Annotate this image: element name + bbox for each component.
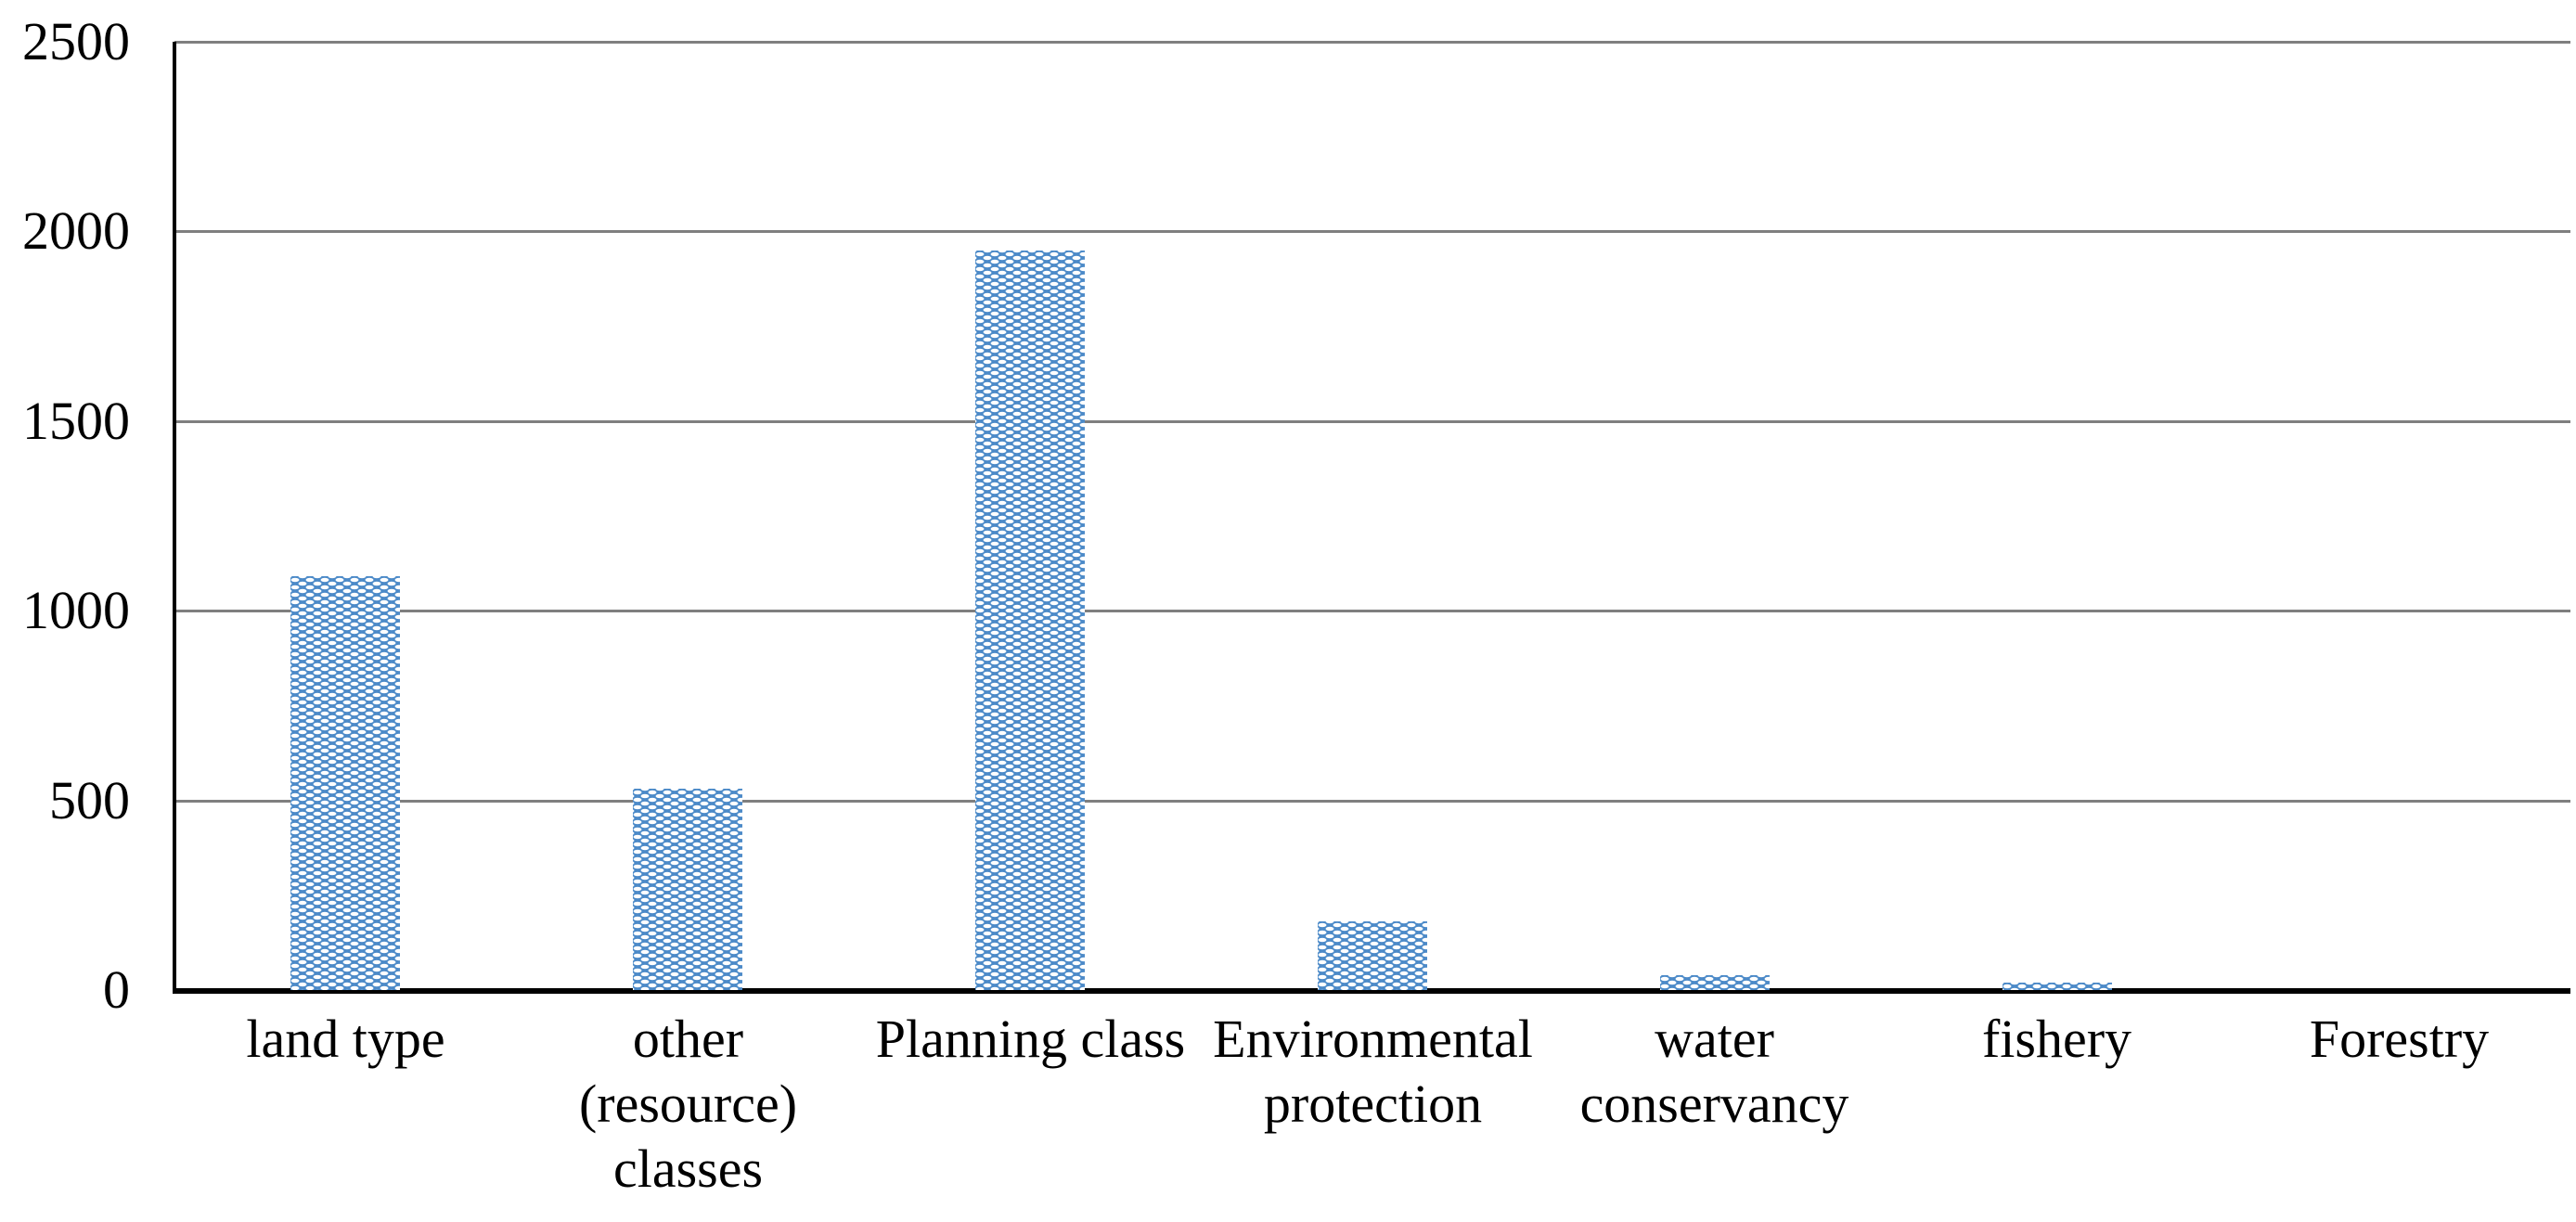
gridline-2500 [174, 41, 2570, 44]
x-label-line: Forestry [2309, 1009, 2490, 1069]
x-label-line: Environmental [1213, 1009, 1533, 1069]
x-label-line: protection [1263, 1074, 1483, 1134]
x-label-planning-class: Planning class [859, 1007, 1202, 1072]
gridline-2000 [174, 230, 2570, 234]
x-label-land-type: land type [174, 1007, 517, 1072]
x-label-other-resource-classes: other (resource) classes [517, 1007, 859, 1202]
bar-environmental-protection [1318, 921, 1427, 990]
bar-planning-class [975, 251, 1085, 990]
x-label-line: land type [246, 1009, 445, 1069]
bar-land-type [290, 576, 400, 990]
x-label-forestry: Forestry [2228, 1007, 2570, 1072]
x-label-fishery: fishery [1886, 1007, 2228, 1072]
y-axis-line [173, 42, 176, 993]
x-label-line: (resource) [578, 1074, 798, 1134]
bar-other-resource-classes [633, 789, 742, 990]
x-label-line: Planning class [875, 1009, 1186, 1069]
x-label-line: conservancy [1579, 1074, 1849, 1134]
x-label-water-conservancy: water conservancy [1543, 1007, 1886, 1137]
gridline-500 [174, 799, 2570, 803]
x-label-environmental-protection: Environmental protection [1202, 1007, 1544, 1137]
x-label-line: classes [612, 1138, 764, 1199]
gridline-1500 [174, 419, 2570, 423]
y-tick-label-500: 500 [49, 769, 130, 830]
gridline-1000 [174, 610, 2570, 613]
y-tick-label-0: 0 [103, 959, 130, 1020]
x-label-line: water [1655, 1009, 1774, 1069]
x-axis-baseline [173, 988, 2570, 994]
y-tick-label-2000: 2000 [22, 200, 130, 262]
y-tick-label-1500: 1500 [22, 390, 130, 451]
x-label-line: other [632, 1009, 744, 1069]
y-tick-label-2500: 2500 [22, 11, 130, 71]
bar-water-conservancy [1660, 975, 1770, 990]
y-tick-label-1000: 1000 [22, 580, 130, 641]
bar-fishery [2003, 983, 2112, 990]
x-label-line: fishery [1981, 1009, 2132, 1069]
